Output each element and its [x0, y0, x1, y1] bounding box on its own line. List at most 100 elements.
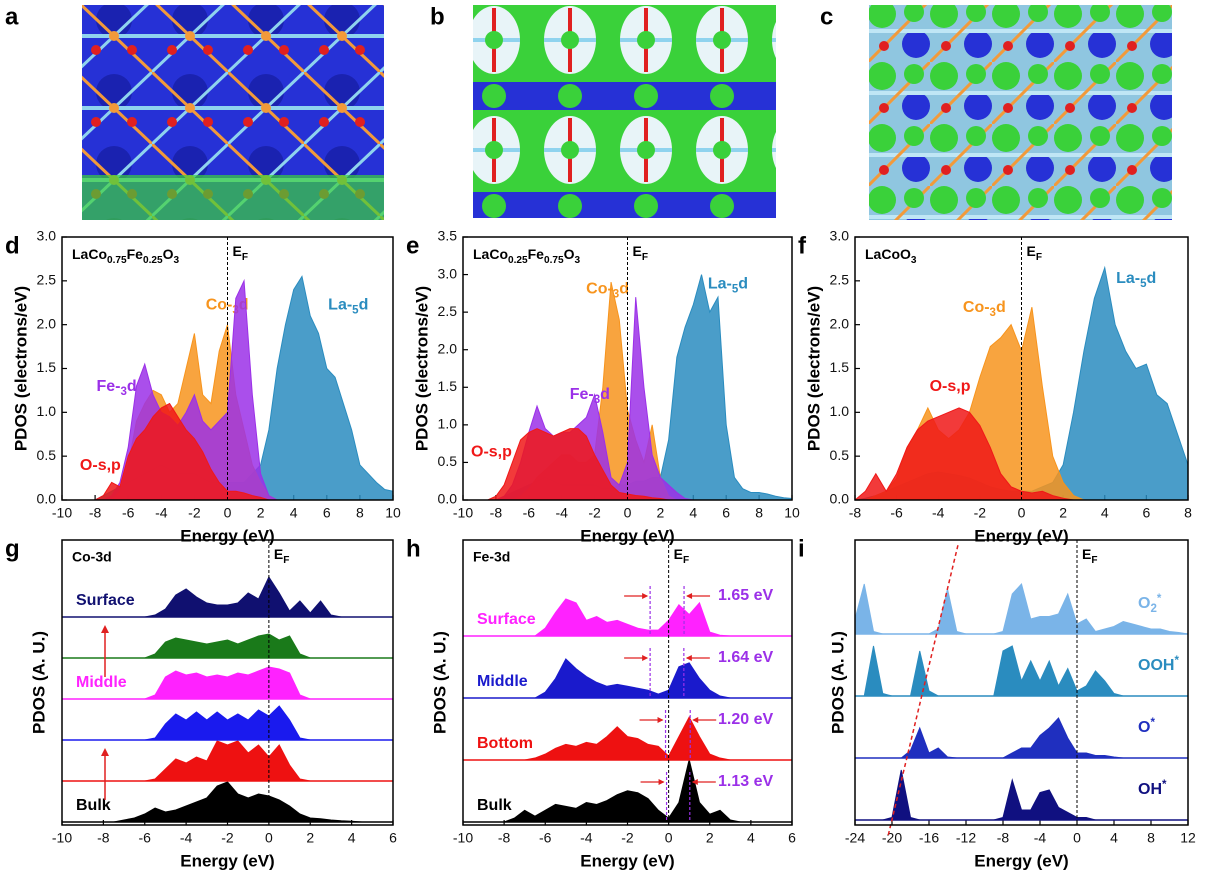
- chart-title: Fe-3d: [473, 549, 510, 565]
- x-tick-label: 0: [265, 830, 273, 846]
- gap-arrow-head: [685, 655, 692, 661]
- series-label: Fe-3d: [570, 386, 610, 406]
- series-label: Middle: [477, 673, 528, 690]
- y-tick-label: 2.0: [830, 315, 850, 331]
- plot-frame: [61, 236, 394, 501]
- x-tick-label: -2: [188, 505, 201, 521]
- x-tick-label: 10: [784, 505, 800, 521]
- x-tick-label: -4: [580, 830, 593, 846]
- x-tick-label: 8: [1147, 830, 1155, 846]
- area-fill: [62, 634, 393, 658]
- x-tick-label: 2: [257, 505, 265, 521]
- x-tick-label: -2: [588, 505, 601, 521]
- y-tick-label: 2.5: [830, 272, 850, 288]
- area-fill: [463, 598, 792, 636]
- x-tick-label: 8: [356, 505, 364, 521]
- area-fill: [62, 403, 393, 500]
- series-label: O2*: [1138, 593, 1162, 615]
- series-label: Bulk: [76, 797, 111, 814]
- series-label: La-5d: [328, 297, 368, 317]
- panel-letter: g: [5, 535, 20, 562]
- x-tick-label: 4: [689, 505, 697, 521]
- y-tick-label: 0.0: [37, 491, 57, 507]
- x-tick-label: -10: [52, 505, 72, 521]
- series-label: Fe-3d: [96, 378, 136, 398]
- y-axis-label: PDOS (electrons/eV): [804, 286, 823, 451]
- x-tick-label: 6: [1142, 505, 1150, 521]
- x-tick-label: 8: [1184, 505, 1192, 521]
- y-tick-label: 0.5: [830, 447, 850, 463]
- area-fill: [463, 717, 792, 760]
- area-fill: [62, 667, 393, 699]
- area-line: [62, 575, 393, 618]
- x-tick-label: -6: [139, 830, 152, 846]
- area-fill: [62, 276, 393, 500]
- gap-arrow-head: [658, 779, 665, 785]
- x-tick-label: 2: [1059, 505, 1067, 521]
- x-tick-label: 4: [1110, 830, 1118, 846]
- x-tick-label: 4: [348, 830, 356, 846]
- series-label: Co-3d: [963, 299, 1006, 319]
- y-tick-label: 0.0: [830, 491, 850, 507]
- y-tick-label: 3.0: [830, 228, 850, 244]
- x-tick-label: 6: [722, 505, 730, 521]
- area-line: [62, 781, 393, 823]
- x-axis-label: Energy (eV): [580, 851, 674, 870]
- area-fill: [855, 584, 1188, 634]
- trend-line: [887, 543, 959, 836]
- x-tick-label: 0: [624, 505, 632, 521]
- y-tick-label: 2.0: [438, 340, 458, 356]
- gap-arrow-head: [657, 717, 664, 723]
- y-tick-label: 1.0: [438, 416, 458, 432]
- gap-arrow-head: [642, 593, 649, 599]
- area-fill: [463, 274, 792, 500]
- gap-arrow-head: [692, 717, 699, 723]
- y-axis-label: PDOS (A. U.): [29, 631, 48, 734]
- x-tick-label: -10: [52, 830, 72, 846]
- x-tick-label: -4: [932, 505, 945, 521]
- area-line: [62, 633, 393, 659]
- area-line: [463, 759, 792, 823]
- series-label: O-s,p: [930, 378, 971, 395]
- x-tick-label: -8: [498, 830, 511, 846]
- x-tick-label: 0: [665, 830, 673, 846]
- area-line: [463, 658, 792, 699]
- y-tick-label: 1.5: [37, 359, 57, 375]
- y-axis-label: PDOS (A. U.): [828, 631, 847, 734]
- y-axis-label: PDOS (electrons/eV): [11, 286, 30, 451]
- series-label: Co-3d: [586, 281, 629, 301]
- trend-arrow-head: [101, 625, 109, 633]
- series-label: Bulk: [477, 797, 512, 814]
- x-tick-label: 0: [224, 505, 232, 521]
- x-axis-label: Energy (eV): [974, 851, 1068, 870]
- panel-letter: b: [430, 3, 445, 30]
- x-tick-label: -6: [539, 830, 552, 846]
- chart-title: LaCo0.25Fe0.75O3: [473, 246, 580, 266]
- series-label: La-5d: [708, 276, 748, 296]
- y-tick-label: 1.5: [830, 359, 850, 375]
- series-label: Surface: [477, 611, 536, 628]
- x-tick-label: -16: [919, 830, 939, 846]
- series-label: Surface: [76, 592, 135, 609]
- area-line: [62, 666, 393, 700]
- area-line: [855, 645, 1188, 697]
- area-line: [855, 769, 1188, 821]
- x-tick-label: -8: [490, 505, 503, 521]
- panel-letter: h: [406, 535, 421, 562]
- y-tick-label: 3.5: [438, 228, 458, 244]
- x-tick-label: -10: [453, 505, 473, 521]
- gap-label: 1.64 eV: [718, 649, 773, 666]
- area-line: [854, 582, 1189, 635]
- area-line: [855, 717, 1188, 759]
- structure-image-layer: [82, 175, 384, 220]
- x-axis-label: Energy (eV): [180, 526, 274, 545]
- x-tick-label: -8: [849, 505, 862, 521]
- plot-frame: [462, 539, 793, 826]
- area-fill: [62, 706, 393, 740]
- y-tick-label: 2.0: [37, 315, 57, 331]
- y-tick-label: 0.0: [438, 491, 458, 507]
- area-line: [463, 598, 792, 637]
- plot-frame: [854, 539, 1189, 826]
- fermi-label: EF: [674, 546, 690, 566]
